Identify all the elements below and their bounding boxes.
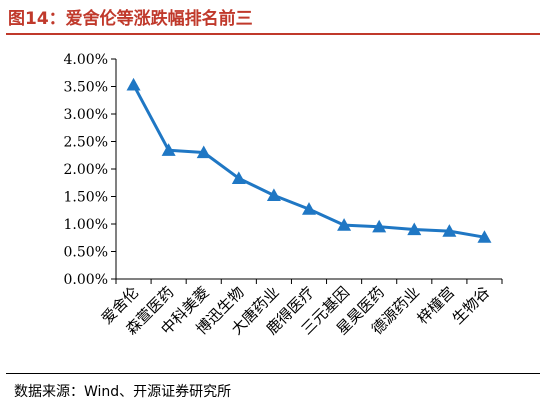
y-tick-label: 0.50% (64, 245, 108, 261)
data-point-marker (442, 224, 457, 237)
y-tick-label: 0.00% (64, 272, 108, 288)
data-point-marker (372, 219, 387, 233)
y-tick-label: 1.00% (64, 217, 108, 233)
data-point-marker (477, 230, 492, 243)
y-tick-label: 3.00% (64, 107, 108, 123)
series-group (126, 77, 492, 243)
y-axis: 0.00% 0.50% 1.00% 1.50% 2.00% 2.50% 3.00% 3.50%… (64, 52, 117, 288)
title-divider (6, 33, 540, 35)
y-tick-label: 2.50% (64, 135, 108, 151)
data-point-marker (231, 171, 246, 184)
y-tick-label: 4.00% (64, 52, 108, 68)
x-axis: 爱舍伦森萱医药中科美菱博迅生物大唐药业鹿得医疗三元基因星昊医药德源药业梓橦宫生物… (98, 278, 503, 338)
x-category-label: 梓橦宫 (414, 283, 459, 328)
data-point-marker (337, 218, 352, 231)
x-category-label: 生物谷 (449, 283, 494, 328)
data-point-marker (196, 145, 211, 159)
data-point-marker (266, 188, 281, 201)
data-point-marker (302, 202, 316, 215)
y-tick-label: 2.00% (64, 162, 108, 178)
y-tick-label: 1.50% (64, 190, 108, 206)
y-tick-label: 3.50% (64, 80, 108, 96)
chart-title: 图14：爱舍伦等涨跌幅排名前三 (8, 9, 253, 29)
data-point-marker (161, 143, 176, 156)
source-note: 数据来源：Wind、开源证券研究所 (14, 384, 232, 400)
source-divider (6, 373, 540, 374)
data-point-marker (407, 222, 422, 236)
data-point-marker (126, 77, 141, 91)
